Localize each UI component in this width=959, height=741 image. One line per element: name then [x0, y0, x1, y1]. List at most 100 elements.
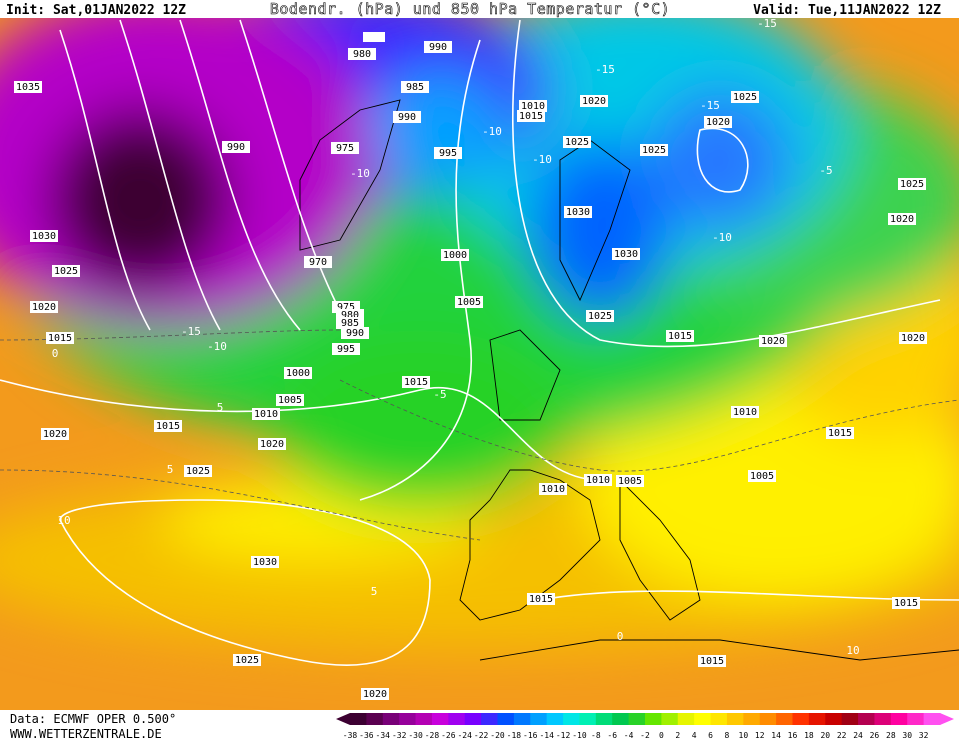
temperature-field	[0, 0, 959, 710]
isotherm	[339, 379, 959, 472]
label-box	[14, 81, 42, 93]
coastline	[479, 639, 959, 661]
label-box	[731, 406, 759, 418]
pressure-label: 1025	[565, 137, 589, 148]
colorbar-label: 16	[788, 731, 798, 740]
temperature-label: -15	[700, 99, 720, 112]
pressure-label: 980	[341, 310, 359, 321]
label-box	[666, 330, 694, 342]
colorbar-swatch	[399, 713, 417, 725]
pressure-label: 1010	[586, 475, 610, 486]
colorbar-label: 2	[675, 731, 680, 740]
colorbar-label: -6	[607, 731, 617, 740]
valid-time: Valid: Tue,11JAN2022 12Z	[753, 3, 941, 18]
label-box	[704, 116, 732, 128]
colorbar-swatch	[497, 713, 515, 725]
colorbar-label: 22	[837, 731, 847, 740]
colorbar-label: 12	[755, 731, 765, 740]
pressure-label: 995	[439, 148, 457, 159]
colorbar-arrow	[336, 713, 350, 725]
label-box	[519, 100, 547, 112]
colorbar-label: 20	[820, 731, 830, 740]
colorbar-label: 14	[771, 731, 781, 740]
pressure-label: 980	[353, 49, 371, 60]
pressure-label: 995	[337, 344, 355, 355]
colorbar-label: -14	[539, 731, 554, 740]
pressure-label: 1030	[32, 231, 56, 242]
label-box	[401, 81, 429, 93]
pressure-label: 985	[341, 318, 359, 329]
label-box	[336, 317, 364, 329]
pressure-label: 1015	[48, 333, 72, 344]
colorbar-swatch	[874, 713, 892, 725]
colorbar-swatch	[841, 713, 859, 725]
pressure-label: 1020	[32, 302, 56, 313]
pressure-label: 1025	[54, 266, 78, 277]
colorbar-swatch	[726, 713, 744, 725]
pressure-label: 1015	[894, 598, 918, 609]
colorbar-swatch	[464, 713, 482, 725]
pressure-label: 985	[406, 82, 424, 93]
label-box	[580, 95, 608, 107]
colorbar-label: -32	[392, 731, 407, 740]
pressure-label: 1000	[286, 368, 310, 379]
isobar	[239, 19, 351, 331]
label-box	[222, 141, 250, 153]
colorbar-swatch	[366, 713, 384, 725]
colorbar-label: -26	[441, 731, 456, 740]
pressure-label: 1015	[529, 594, 553, 605]
label-box	[759, 335, 787, 347]
header-bar	[0, 0, 959, 18]
isobar	[359, 39, 481, 501]
colorbar-label: 30	[902, 731, 912, 740]
temperature-label: 5	[371, 585, 378, 598]
temperature-label: 10	[846, 644, 859, 657]
pressure-label: 990	[346, 328, 364, 339]
marker	[363, 32, 385, 42]
colorbar-swatch	[661, 713, 679, 725]
pressure-label: 1015	[700, 656, 724, 667]
colorbar-swatch	[923, 713, 941, 725]
init-time: Init: Sat,01JAN2022 12Z	[6, 3, 186, 18]
colorbar-swatch	[431, 713, 449, 725]
label-box	[424, 41, 452, 53]
colorbar-swatch	[546, 713, 564, 725]
label-box	[517, 110, 545, 122]
pressure-label: 1010	[541, 484, 565, 495]
label-box	[586, 310, 614, 322]
colorbar-swatch	[792, 713, 810, 725]
temperature-label: 0	[52, 347, 59, 360]
pressure-label: 975	[337, 302, 355, 313]
map-title: Bodendr. (hPa) und 850 hPa Temperatur (°…	[270, 0, 670, 18]
colorbar-swatch	[350, 713, 367, 725]
temperature-label: 5	[217, 401, 224, 414]
label-box	[698, 655, 726, 667]
coastline	[459, 469, 601, 621]
temperature-label: 5	[167, 463, 174, 476]
label-box	[233, 654, 261, 666]
temperature-label: -10	[207, 340, 227, 353]
label-box	[898, 178, 926, 190]
temperature-label: 0	[617, 630, 624, 643]
label-box	[455, 296, 483, 308]
label-box	[258, 438, 286, 450]
pressure-label: 1015	[828, 428, 852, 439]
label-box	[826, 427, 854, 439]
isobar	[696, 127, 749, 193]
temperature-label: -15	[181, 325, 201, 338]
temperature-labels: -15 -15 -15 -10 -10 -10 -10 -5 -15 -10 -5 0 5 5 10 5 0 10	[52, 17, 860, 657]
pressure-label: 1020	[890, 214, 914, 225]
label-box	[612, 248, 640, 260]
colorbar-swatch	[759, 713, 777, 725]
coastline	[489, 329, 561, 421]
label-box	[331, 142, 359, 154]
colorbar-label: -38	[343, 731, 358, 740]
pressure-label: 1030	[253, 557, 277, 568]
label-box	[41, 428, 69, 440]
isobar	[59, 29, 151, 331]
pressure-label: 990	[227, 142, 245, 153]
pressure-label: 1010	[733, 407, 757, 418]
pressure-label: 1025	[235, 655, 259, 666]
label-box	[251, 556, 279, 568]
label-box	[184, 465, 212, 477]
